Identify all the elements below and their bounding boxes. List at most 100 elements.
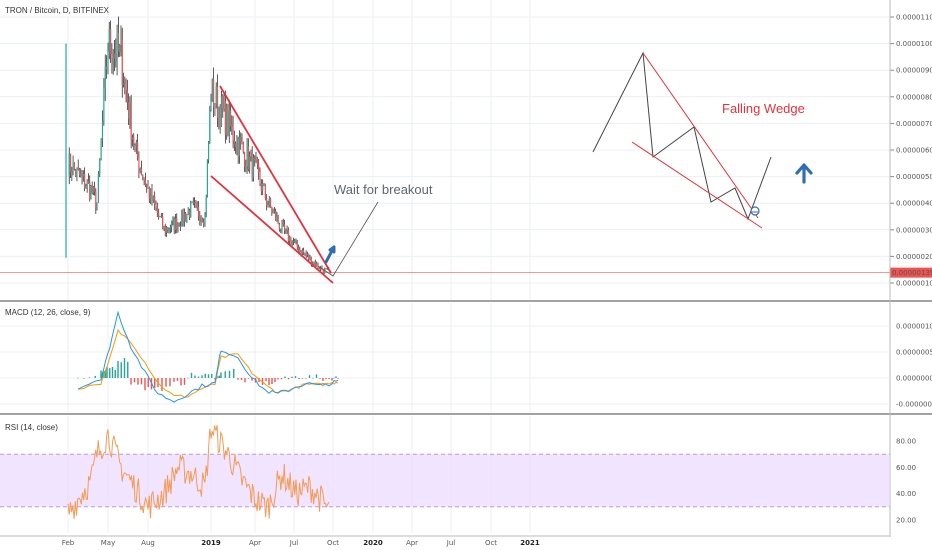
candle-body [156, 207, 158, 213]
candle-body [138, 157, 140, 171]
candle-body [316, 263, 318, 267]
candle-body [317, 263, 319, 268]
candle-body [295, 240, 297, 242]
candle-body [125, 79, 127, 91]
macd-y-tick-label: 0.00000000 [896, 375, 932, 383]
macd-histogram-bar [106, 366, 108, 378]
candle-body [143, 177, 145, 180]
candle-body [144, 179, 146, 186]
macd-histogram-bar [305, 378, 307, 379]
candle-body [236, 138, 238, 147]
candle-body [92, 186, 94, 194]
candle-body [121, 39, 123, 85]
candle-body [80, 173, 82, 176]
candle-body [167, 227, 169, 230]
macd-histogram-bar [154, 378, 156, 388]
candle-body [126, 90, 128, 103]
rsi-y-tick-label: 20.00 [896, 517, 916, 525]
candle-body [84, 173, 86, 189]
current-price-label: 0.00000139 [892, 269, 932, 277]
candle-body [186, 214, 188, 221]
candle-body [96, 202, 98, 208]
macd-histogram-bar [331, 378, 333, 381]
macd-histogram-bar [127, 361, 129, 378]
macd-histogram-bar [233, 368, 235, 378]
rsi-y-tick-label: 80.00 [896, 438, 916, 446]
candle-body [86, 180, 88, 187]
macd-histogram-bar [244, 378, 246, 383]
x-tick-label: Apr [406, 539, 418, 547]
macd-histogram-bar [183, 378, 186, 385]
candle-body [185, 213, 187, 221]
wedge-upper-line [219, 85, 332, 274]
candle-body [314, 262, 316, 267]
candle-body [262, 184, 264, 192]
candle-body [313, 262, 315, 264]
candle-body [122, 83, 125, 85]
current-price-tag [890, 267, 932, 278]
macd-histogram-bar [337, 378, 339, 379]
candle-body [113, 53, 116, 59]
candle-body [94, 186, 96, 192]
candle-body [264, 184, 266, 199]
candle-body [75, 169, 77, 177]
candle-body [192, 201, 194, 203]
candle-body [281, 222, 283, 231]
candle-body [100, 139, 102, 159]
candle-body [318, 267, 320, 270]
candle-body [215, 86, 217, 104]
candle-body [294, 241, 296, 243]
macd-histogram-bar [173, 378, 175, 382]
candle-body [154, 196, 156, 205]
macd-histogram-bar [140, 378, 143, 385]
candle-body [140, 168, 143, 176]
candle-body [71, 171, 73, 176]
candle-body [246, 146, 248, 167]
macd-histogram-bar [301, 378, 304, 379]
candle-body [260, 183, 262, 192]
candle-body [187, 210, 189, 215]
candle-body [268, 198, 270, 206]
candle-body [276, 216, 278, 221]
candle-body [277, 216, 279, 224]
candle-body [252, 157, 255, 178]
candle-body [240, 137, 242, 142]
candle-body [164, 226, 166, 233]
macd-histogram-bar [237, 378, 239, 380]
candle-body [227, 107, 229, 134]
candle-body [258, 163, 260, 173]
candle-body [232, 124, 234, 141]
candle-body [90, 185, 92, 199]
candle-body [251, 153, 253, 178]
macd-histogram-bar [100, 370, 102, 378]
macd-histogram-bar [83, 378, 85, 379]
macd-histogram-bar [111, 366, 114, 378]
x-tick-label: 2019 [201, 539, 221, 547]
macd-histogram-bar [176, 378, 179, 381]
candle-body [273, 210, 275, 212]
macd-histogram-bar [240, 378, 243, 380]
macd-histogram-bar [224, 371, 226, 378]
candle-body [177, 223, 179, 230]
candle-body [278, 223, 281, 230]
candle-body [158, 212, 160, 217]
candle-body [182, 210, 184, 222]
candle-body [241, 141, 243, 144]
candle-body [68, 153, 70, 177]
candle-body [214, 103, 216, 107]
macd-signal-line [77, 328, 339, 398]
macd-histogram-bar [308, 375, 311, 378]
macd-histogram-bar [165, 378, 167, 387]
price-candles [68, 16, 330, 275]
candle-body [174, 218, 177, 230]
candle-body [129, 101, 131, 119]
x-tick-label: 2021 [520, 539, 540, 547]
candle-body [108, 28, 110, 52]
macd-histogram-bar [228, 370, 231, 378]
macd-histogram-bar [130, 378, 132, 385]
macd-histogram-bar [319, 378, 321, 379]
candle-body [78, 168, 81, 176]
